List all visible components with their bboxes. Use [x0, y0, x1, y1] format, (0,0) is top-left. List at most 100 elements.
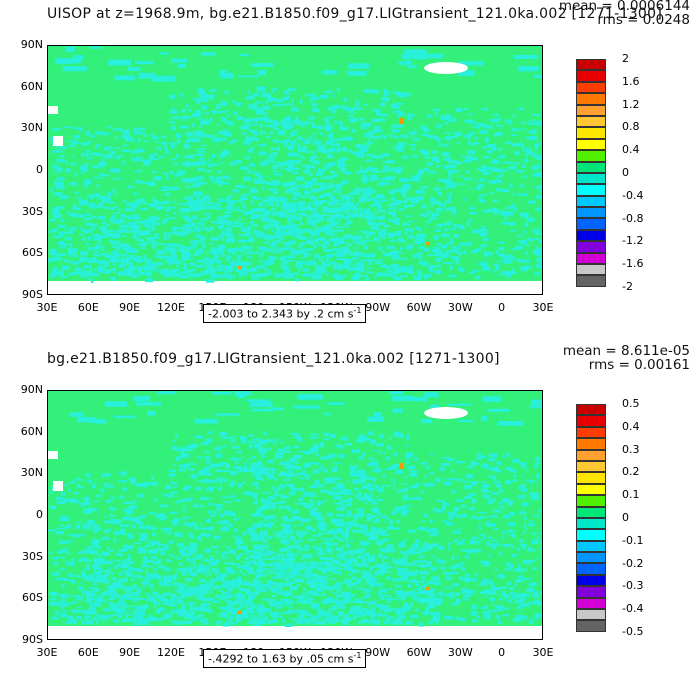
- ocean-speckle: [317, 169, 326, 173]
- ocean-speckle: [135, 127, 145, 130]
- ocean-speckle: [364, 531, 373, 537]
- colorbar-segment: [576, 229, 606, 242]
- ocean-speckle: [173, 116, 179, 120]
- ocean-speckle: [370, 89, 379, 94]
- ocean-speckle: [301, 495, 306, 498]
- ocean-speckle: [340, 199, 344, 202]
- ocean-speckle: [385, 175, 392, 180]
- ocean-speckle: [189, 262, 193, 267]
- ocean-speckle: [391, 213, 397, 217]
- ocean-speckle: [367, 431, 374, 436]
- ocean-speckle: [195, 249, 198, 254]
- ocean-speckle: [221, 265, 227, 268]
- ocean-speckle: [367, 573, 373, 576]
- ocean-speckle: [280, 539, 287, 543]
- ocean-speckle: [220, 101, 227, 106]
- ocean-speckle: [295, 473, 298, 478]
- ocean-speckle: [373, 200, 380, 205]
- ocean-speckle: [71, 558, 74, 562]
- ocean-speckle: [268, 601, 278, 604]
- ocean-speckle: [300, 616, 304, 621]
- ocean-speckle: [190, 269, 195, 272]
- ocean-speckle: [189, 603, 193, 608]
- ocean-speckle: [258, 439, 268, 445]
- ocean-speckle: [365, 574, 373, 579]
- ocean-speckle: [299, 249, 304, 253]
- ocean-speckle: [397, 113, 401, 118]
- ocean-speckle: [135, 521, 143, 525]
- ocean-speckle: [460, 562, 465, 565]
- ocean-speckle: [79, 165, 88, 170]
- ocean-speckle: [233, 563, 240, 566]
- ocean-speckle: [198, 90, 206, 95]
- ocean-speckle: [499, 551, 503, 556]
- ocean-speckle: [195, 557, 201, 560]
- ocean-speckle: [310, 501, 314, 504]
- ocean-speckle: [473, 248, 482, 252]
- ocean-speckle: [413, 571, 418, 575]
- ocean-speckle: [208, 117, 213, 122]
- ocean-speckle: [365, 197, 371, 200]
- ocean-speckle: [394, 102, 404, 105]
- ocean-speckle: [458, 175, 463, 178]
- ocean-speckle: [72, 534, 80, 538]
- ocean-speckle: [137, 575, 140, 579]
- ocean-speckle: [374, 564, 381, 568]
- ocean-speckle: [420, 490, 425, 493]
- ocean-speckle: [384, 468, 388, 471]
- ocean-speckle: [302, 273, 311, 278]
- ocean-speckle: [310, 188, 319, 193]
- ocean-speckle: [312, 103, 318, 107]
- ocean-speckle: [360, 574, 368, 579]
- ocean-speckle: [298, 244, 303, 248]
- ocean-speckle: [122, 570, 131, 572]
- ocean-speckle: [59, 556, 66, 559]
- ocean-speckle: [147, 260, 151, 265]
- ocean-speckle: [531, 129, 538, 132]
- ocean-speckle: [142, 233, 150, 236]
- ocean-speckle: [525, 479, 530, 482]
- ocean-speckle: [453, 233, 459, 238]
- ocean-speckle: [390, 621, 396, 625]
- ocean-speckle: [298, 270, 301, 272]
- ocean-speckle: [195, 505, 205, 507]
- ocean-speckle: [81, 270, 88, 275]
- ocean-speckle: [275, 451, 284, 456]
- ocean-speckle: [104, 569, 111, 573]
- ocean-speckle: [164, 145, 168, 151]
- ocean-speckle: [517, 486, 521, 490]
- ocean-speckle: [339, 105, 345, 108]
- ocean-speckle: [286, 601, 295, 604]
- ocean-speckle: [245, 226, 252, 229]
- ocean-speckle: [223, 501, 231, 503]
- ocean-speckle: [181, 583, 184, 586]
- ocean-speckle: [375, 540, 384, 544]
- ocean-speckle: [391, 511, 395, 516]
- ocean-speckle: [501, 535, 504, 539]
- ocean-speckle: [247, 581, 252, 584]
- ocean-speckle: [53, 561, 59, 565]
- ocean-speckle: [61, 584, 65, 588]
- ocean-speckle: [119, 596, 124, 602]
- ocean-speckle: [164, 583, 171, 587]
- ocean-speckle: [87, 140, 92, 143]
- ocean-speckle: [214, 257, 219, 262]
- ocean-speckle: [109, 258, 119, 262]
- ocean-speckle: [477, 183, 485, 188]
- ocean-speckle: [238, 239, 248, 243]
- ocean-speckle: [320, 177, 327, 179]
- ocean-speckle: [67, 498, 73, 502]
- ocean-speckle: [337, 484, 345, 489]
- ocean-speckle: [380, 515, 388, 519]
- ocean-speckle: [221, 557, 229, 559]
- ocean-speckle: [437, 108, 441, 112]
- ocean-speckle: [312, 507, 318, 512]
- ocean-speckle: [82, 168, 88, 172]
- ocean-speckle: [254, 123, 258, 126]
- ocean-speckle: [242, 233, 248, 237]
- ocean-speckle: [180, 594, 186, 599]
- ocean-speckle: [262, 492, 270, 494]
- ocean-speckle: [242, 603, 245, 606]
- ocean-speckle: [188, 109, 192, 112]
- ocean-speckle: [171, 227, 176, 232]
